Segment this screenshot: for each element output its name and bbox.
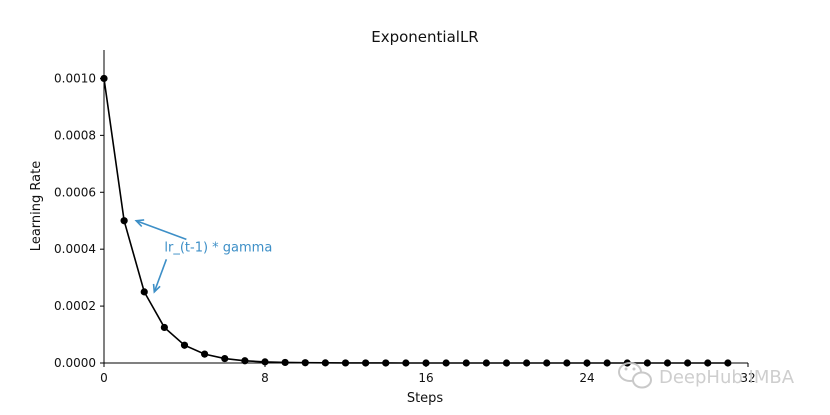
data-point	[120, 217, 128, 225]
data-point	[704, 359, 712, 367]
data-point	[563, 359, 571, 367]
series-line	[103, 78, 728, 364]
wechat-icon	[618, 362, 652, 389]
y-axis-label: Learning Rate	[29, 161, 44, 251]
data-point	[663, 359, 672, 367]
y-tick-label: 0.0000	[54, 356, 96, 370]
watermark: DeepHub IMBA	[618, 362, 795, 389]
data-point	[281, 358, 289, 367]
data-point	[402, 359, 410, 367]
data-point	[341, 359, 350, 367]
data-point	[261, 358, 269, 366]
data-point	[724, 359, 732, 367]
series-layer	[100, 74, 732, 367]
annotation: lr_(t-1) * gamma	[134, 219, 272, 294]
data-point	[321, 359, 329, 367]
annotation-arrow	[153, 259, 168, 293]
data-point	[301, 359, 309, 367]
data-point	[362, 359, 370, 367]
data-point	[201, 350, 209, 358]
data-point	[462, 359, 470, 367]
axes	[103, 50, 748, 364]
x-tick-label: 8	[261, 371, 269, 385]
data-point	[140, 288, 148, 296]
x-tick-label: 16	[418, 371, 433, 385]
x-ticks: 0 8 16 24 32	[100, 363, 756, 385]
x-tick-label: 0	[100, 371, 108, 385]
annotation-arrow	[135, 219, 187, 241]
data-point	[583, 359, 591, 367]
annotation-arrowhead	[152, 283, 161, 294]
x-tick-label: 24	[579, 371, 594, 385]
x-axis-label: Steps	[407, 391, 444, 406]
data-point	[523, 359, 531, 367]
data-point	[180, 341, 189, 349]
data-point	[422, 359, 430, 367]
chart-title: ExponentialLR	[371, 28, 478, 46]
data-point	[684, 359, 692, 367]
annotation-label: lr_(t-1) * gamma	[164, 240, 272, 255]
data-point	[382, 359, 390, 367]
x-tick-label: 32	[740, 371, 755, 385]
data-point	[221, 354, 229, 363]
data-point	[442, 359, 450, 367]
watermark-text: DeepHub IMBA	[659, 367, 795, 388]
y-tick-label: 0.0006	[54, 185, 96, 199]
annotation-arrowhead	[134, 219, 145, 228]
data-point	[502, 359, 511, 367]
data-point	[603, 359, 611, 367]
data-point	[241, 357, 249, 365]
y-tick-label: 0.0008	[54, 128, 96, 142]
y-tick-label: 0.0002	[54, 299, 96, 313]
data-point	[482, 359, 490, 367]
data-point	[100, 74, 108, 83]
data-point	[543, 359, 551, 367]
data-point	[160, 323, 168, 332]
data-point	[643, 359, 651, 367]
y-tick-label: 0.0004	[54, 242, 96, 256]
y-tick-label: 0.0010	[54, 71, 96, 85]
y-ticks: 0.0000 0.0002 0.0004 0.0006 0.0008 0.0010	[54, 71, 104, 370]
